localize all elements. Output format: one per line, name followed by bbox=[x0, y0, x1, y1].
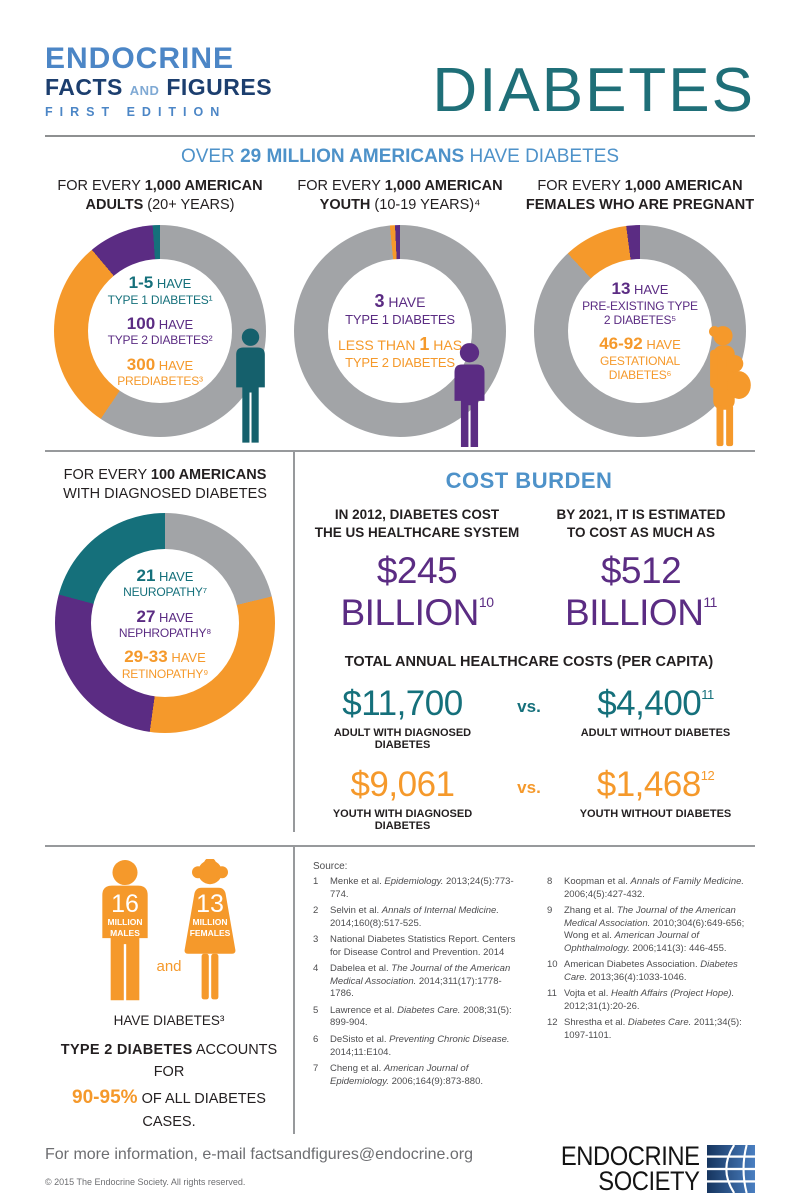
copyright: © 2015 The Endocrine Society. All rights… bbox=[45, 1176, 246, 1187]
cost-2012-block: IN 2012, DIABETES COST THE US HEALTHCARE… bbox=[305, 506, 529, 634]
type2-percentage: 90-95% bbox=[72, 1086, 138, 1108]
reference-item: 9 Zhang et al. The Journal of the America… bbox=[547, 905, 745, 954]
reference-item: 12 Shrestha et al. Diabetes Care. 2011;34… bbox=[547, 1017, 742, 1041]
header: ENDOCRINE FACTS AND FIGURES FIRST EDITIO… bbox=[45, 0, 755, 126]
and-label: and bbox=[156, 958, 182, 976]
adults-donut-center: 1-5 HAVE TYPE 1 DIABETES¹ 100 HAVE TYPE … bbox=[88, 258, 232, 403]
footer: For more information, e-mail factsandfig… bbox=[45, 1134, 755, 1196]
reference-item: 11 Vojta et al. Health Affairs (Project H… bbox=[547, 988, 735, 1012]
cost-blocks: IN 2012, DIABETES COST THE US HEALTHCARE… bbox=[305, 506, 753, 634]
brand-and: AND bbox=[129, 83, 160, 98]
complications-heading: FOR EVERY 100 AMERICANS WITH DIAGNOSED D… bbox=[63, 466, 267, 502]
youth-donut-panel: FOR EVERY 1,000 AMERICAN YOUTH (10-19 YE… bbox=[285, 177, 515, 447]
population-figures: 16 MILLION MALES bbox=[45, 857, 293, 1007]
adult-without-diabetes-cost: $4,40011 ADULT WITHOUT DIABETES bbox=[580, 684, 731, 740]
stat-type2-youth: LESS THAN 1 HAS TYPE 2 DIABETES bbox=[337, 334, 463, 370]
stat-neuropathy: 21 HAVE NEUROPATHY⁷ bbox=[123, 565, 207, 600]
reference-item: 2 Selvin et al. Annals of Internal Medici… bbox=[313, 905, 499, 929]
female-figure-text: 13 MILLION FEMALES bbox=[189, 890, 231, 939]
page-title: DIABETES bbox=[432, 56, 755, 126]
section-divider-2 bbox=[45, 845, 755, 848]
pregnant-donut-heading: FOR EVERY 1,000 AMERICAN FEMALES WHO ARE… bbox=[525, 178, 755, 213]
bottom-section: 16 MILLION MALES bbox=[45, 847, 755, 1134]
footer-text: For more information, e-mail factsandfig… bbox=[45, 1146, 473, 1187]
stat-preexisting-type2: 13 HAVE PRE-EXISTING TYPE 2 DIABETES⁵ bbox=[582, 279, 698, 328]
per-capita-youth-row: $9,061 YOUTH WITH DIAGNOSED DIABETES vs.… bbox=[305, 765, 753, 832]
adult-with-diabetes-cost: $11,700 ADULT WITH DIAGNOSED DIABETES bbox=[333, 684, 472, 752]
stat-retinopathy: 29-33 HAVE RETINOPATHY⁹ bbox=[121, 647, 209, 681]
sources-column-2: 8 Koopman et al. Annals of Family Medicin… bbox=[547, 876, 759, 1092]
vs-label: vs. bbox=[517, 697, 541, 717]
brand-edition: FIRST EDITION bbox=[45, 105, 227, 119]
youth-silhouette-icon bbox=[454, 342, 485, 447]
pregnant-donut-center: 13 HAVE PRE-EXISTING TYPE 2 DIABETES⁵ 46… bbox=[568, 258, 712, 403]
adults-donut-chart: 1-5 HAVE TYPE 1 DIABETES¹ 100 HAVE TYPE … bbox=[54, 224, 266, 443]
stat-type1-adults: 1-5 HAVE TYPE 1 DIABETES¹ bbox=[107, 273, 213, 307]
endocrine-society-logo: ENDOCRINE SOCIETY bbox=[542, 1140, 755, 1196]
stat-type2-adults: 100 HAVE TYPE 2 DIABETES² bbox=[107, 313, 213, 348]
stat-gestational: 46-92 HAVE GESTATIONAL DIABETES⁶ bbox=[599, 334, 681, 382]
brand-line2: FACTS AND FIGURES bbox=[45, 74, 273, 100]
youth-donut-heading: FOR EVERY 1,000 AMERICAN YOUTH (10-19 YE… bbox=[297, 178, 503, 213]
reference-item: 8 Koopman et al. Annals of Family Medicin… bbox=[547, 876, 745, 900]
endocrine-society-globe-icon bbox=[707, 1144, 755, 1193]
middle-section: FOR EVERY 100 AMERICANS WITH DIAGNOSED D… bbox=[45, 451, 755, 833]
cost-2021-block: BY 2021, IT IS ESTIMATED TO COST AS MUCH… bbox=[529, 506, 753, 634]
adults-donut-panel: FOR EVERY 1,000 AMERICAN ADULTS (20+ YEA… bbox=[45, 177, 275, 443]
male-figure-text: 16 MILLION MALES bbox=[107, 890, 143, 939]
complications-donut-chart: 21 HAVE NEUROPATHY⁷ 27 HAVE NEPHROPATHY⁸… bbox=[55, 513, 275, 734]
stat-nephropathy: 27 HAVE NEPHROPATHY⁸ bbox=[118, 606, 212, 641]
adults-donut-heading: FOR EVERY 1,000 AMERICAN ADULTS (20+ YEA… bbox=[57, 178, 263, 213]
type2-statistic: TYPE 2 DIABETES ACCOUNTS FOR 90-95% OF A… bbox=[60, 1042, 278, 1131]
have-diabetes-caption: HAVE DIABETES³ bbox=[113, 1013, 225, 1029]
cost-burden-title: COST BURDEN bbox=[445, 467, 613, 493]
sources-label: Source: bbox=[313, 861, 348, 873]
male-figure: 16 MILLION MALES bbox=[88, 859, 162, 1007]
section-divider-1 bbox=[45, 449, 755, 452]
sources-columns: 1 Menke et al. Epidemiology. 2013;24(5):7… bbox=[313, 876, 759, 1092]
header-divider bbox=[45, 135, 755, 137]
prevalence-donuts-row: FOR EVERY 1,000 AMERICAN ADULTS (20+ YEA… bbox=[45, 177, 755, 447]
per-capita-adult-row: $11,700 ADULT WITH DIAGNOSED DIABETES vs… bbox=[305, 684, 753, 751]
female-figure: 13 MILLION FEMALES bbox=[170, 857, 250, 1007]
reference-item: 1 Menke et al. Epidemiology. 2013;24(5):7… bbox=[313, 876, 514, 900]
vs-label: vs. bbox=[517, 778, 541, 798]
complications-donut-center: 21 HAVE NEUROPATHY⁷ 27 HAVE NEPHROPATHY⁸… bbox=[91, 549, 239, 698]
youth-with-diabetes-cost: $9,061 YOUTH WITH DIAGNOSED DIABETES bbox=[332, 765, 473, 833]
reference-item: 7 Cheng et al. American Journal of Epidem… bbox=[313, 1063, 483, 1087]
youth-donut-center: 3 HAVE TYPE 1 DIABETES LESS THAN 1 HAS T… bbox=[328, 258, 472, 403]
reference-item: 6 DeSisto et al. Preventing Chronic Disea… bbox=[313, 1033, 510, 1058]
reference-item: 3 National Diabetes Statistics Report. Ce… bbox=[313, 934, 516, 958]
per-capita-title: TOTAL ANNUAL HEALTHCARE COSTS (PER CAPIT… bbox=[344, 654, 714, 671]
key-statistic-heading: OVER 29 MILLION AMERICANS HAVE DIABETES bbox=[180, 146, 620, 167]
endocrine-facts-figures-logo: ENDOCRINE FACTS AND FIGURES FIRST EDITIO… bbox=[45, 42, 273, 120]
reference-item: 10 American Diabetes Association. Diabete… bbox=[547, 959, 738, 983]
contact-info: For more information, e-mail factsandfig… bbox=[45, 1145, 473, 1163]
brand-line1: ENDOCRINE bbox=[45, 42, 235, 75]
complications-panel: FOR EVERY 100 AMERICANS WITH DIAGNOSED D… bbox=[45, 452, 293, 832]
stat-type1-youth: 3 HAVE TYPE 1 DIABETES bbox=[345, 291, 455, 327]
adult-man-silhouette-icon bbox=[236, 328, 265, 443]
cost-2012-amount: $245 BILLION10 bbox=[340, 550, 494, 634]
youth-donut-chart: 3 HAVE TYPE 1 DIABETES LESS THAN 1 HAS T… bbox=[294, 224, 506, 447]
pregnant-donut-panel: FOR EVERY 1,000 AMERICAN FEMALES WHO ARE… bbox=[525, 177, 755, 447]
pregnant-woman-silhouette-icon bbox=[709, 326, 751, 447]
youth-without-diabetes-cost: $1,46812 YOUTH WITHOUT DIABETES bbox=[579, 765, 732, 821]
reference-item: 5 Lawrence et al. Diabetes Care. 2008;31(… bbox=[313, 1004, 512, 1029]
sources-column-1: 1 Menke et al. Epidemiology. 2013;24(5):7… bbox=[313, 876, 525, 1092]
stat-prediabetes-adults: 300 HAVE PREDIABETES³ bbox=[117, 354, 203, 389]
endocrine-society-wordmark: ENDOCRINE SOCIETY bbox=[561, 1140, 700, 1196]
cost-2021-amount: $512 BILLION11 bbox=[565, 550, 717, 634]
male-silhouette-icon bbox=[102, 860, 148, 1001]
sources-panel: Source: 1 Menke et al. Epidemiology. 2013… bbox=[293, 847, 759, 1134]
reference-item: 4 Dabelea et al. The Journal of the Ameri… bbox=[313, 963, 511, 1000]
pregnant-donut-chart: 13 HAVE PRE-EXISTING TYPE 2 DIABETES⁵ 46… bbox=[534, 224, 751, 447]
population-panel: 16 MILLION MALES bbox=[45, 847, 293, 1134]
cost-burden-panel: COST BURDEN IN 2012, DIABETES COST THE U… bbox=[293, 451, 755, 833]
female-silhouette-icon bbox=[184, 857, 236, 1000]
